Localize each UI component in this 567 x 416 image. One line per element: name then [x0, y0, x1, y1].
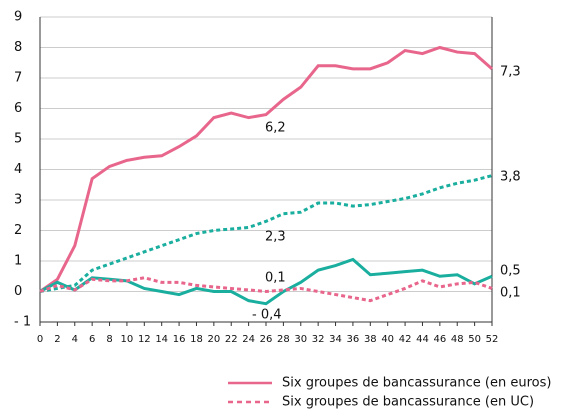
annotation: 2,3 — [265, 230, 286, 245]
x-tick-label: 4 — [72, 334, 78, 345]
x-tick-label: 30 — [294, 334, 307, 345]
x-tick-label: 0 — [37, 334, 43, 345]
x-tick-label: 24 — [242, 334, 255, 345]
x-tick-label: 32 — [312, 334, 325, 345]
x-tick-label: 52 — [486, 334, 499, 345]
x-tick-label: 42 — [399, 334, 412, 345]
x-tick-label: 46 — [433, 334, 446, 345]
annotation: 3,8 — [500, 170, 521, 185]
x-tick-label: 8 — [106, 334, 112, 345]
y-tick-label: 0 — [14, 284, 22, 299]
annotation: 0,1 — [265, 271, 286, 286]
series-line — [39, 174, 493, 293]
x-tick-label: 20 — [207, 334, 220, 345]
x-tick-label: 22 — [225, 334, 238, 345]
x-tick-label: 36 — [347, 334, 360, 345]
y-tick-label: 9 — [14, 10, 22, 25]
x-tick-label: 14 — [155, 334, 168, 345]
x-tick-label: 2 — [54, 334, 60, 345]
x-tick-label: 40 — [381, 334, 394, 345]
y-tick-label: 7 — [14, 71, 22, 86]
series-line — [39, 45, 493, 293]
y-tick-label: 5 — [14, 132, 22, 147]
annotation: 7,3 — [500, 65, 521, 80]
legend-label: Six groupes de bancassurance (en euros) — [282, 376, 551, 391]
legend-label: Six groupes de bancassurance (en UC) — [282, 395, 534, 410]
y-tick-label: - 1 — [14, 315, 31, 330]
y-tick-label: 3 — [14, 193, 22, 208]
annotation: - 0,4 — [252, 308, 282, 323]
y-tick-label: 8 — [14, 40, 22, 55]
y-tick-label: 6 — [14, 101, 22, 116]
x-tick-label: 38 — [364, 334, 377, 345]
x-tick-label: 26 — [260, 334, 273, 345]
x-tick-label: 44 — [416, 334, 429, 345]
y-tick-label: 2 — [14, 223, 22, 238]
x-tick-label: 6 — [89, 334, 95, 345]
annotation: 6,2 — [265, 121, 286, 136]
x-tick-label: 16 — [173, 334, 186, 345]
x-tick-label: 34 — [329, 334, 342, 345]
x-tick-label: 50 — [468, 334, 481, 345]
y-tick-label: 4 — [14, 162, 22, 177]
y-tick-label: 1 — [14, 254, 22, 269]
x-tick-label: 10 — [121, 334, 134, 345]
annotation: 0,1 — [500, 286, 521, 301]
x-tick-label: 12 — [138, 334, 151, 345]
x-tick-label: 28 — [277, 334, 290, 345]
series-line — [39, 276, 493, 303]
x-tick-label: 48 — [451, 334, 464, 345]
x-tick-label: 18 — [190, 334, 203, 345]
annotation: 0,5 — [500, 264, 521, 279]
